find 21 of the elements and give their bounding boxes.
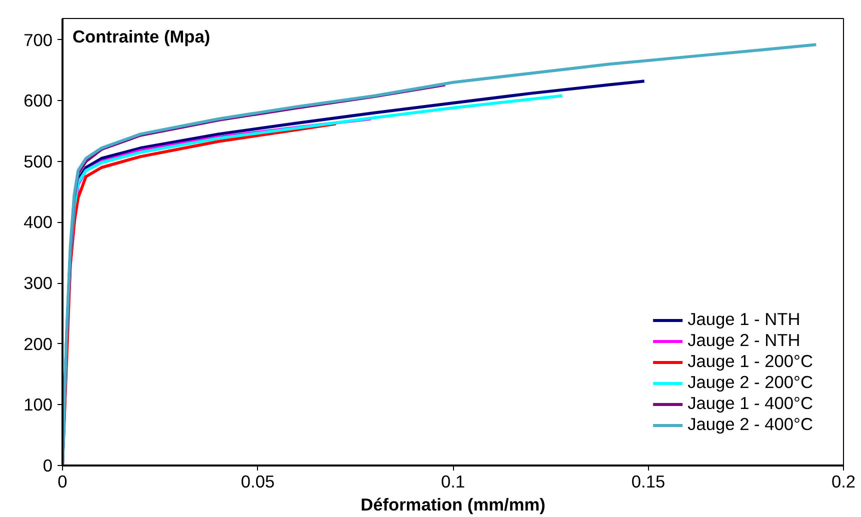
y-tick-label: 100: [24, 394, 53, 415]
y-tick-label: 700: [24, 30, 53, 50]
x-tick-label: 0.2: [831, 472, 856, 492]
x-tick-label: 0.05: [240, 472, 275, 492]
y-tick-label: 500: [24, 151, 53, 172]
y-tick-label: 0: [42, 456, 53, 476]
x-tick-label: 0: [58, 472, 68, 492]
legend-label: Jauge 2 - 200°C: [688, 372, 813, 393]
legend-label: Jauge 2 - 400°C: [688, 414, 813, 435]
y-tick-label: 300: [24, 273, 53, 294]
legend-label: Jauge 1 - NTH: [688, 309, 800, 330]
x-tick-label: 0.1: [440, 472, 466, 492]
legend-label: Jauge 1 - 400°C: [688, 393, 813, 414]
y-tick-label: 400: [24, 212, 53, 232]
legend-label: Jauge 1 - 200°C: [688, 351, 813, 372]
y-tick-label: 200: [24, 334, 53, 354]
legend-label: Jauge 2 - NTH: [688, 330, 800, 351]
y-axis-title: Contrainte (Mpa): [72, 26, 210, 46]
y-tick-label: 600: [24, 90, 53, 111]
x-tick-label: 0.15: [631, 472, 666, 492]
x-axis-title: Déformation (mm/mm): [360, 494, 546, 514]
